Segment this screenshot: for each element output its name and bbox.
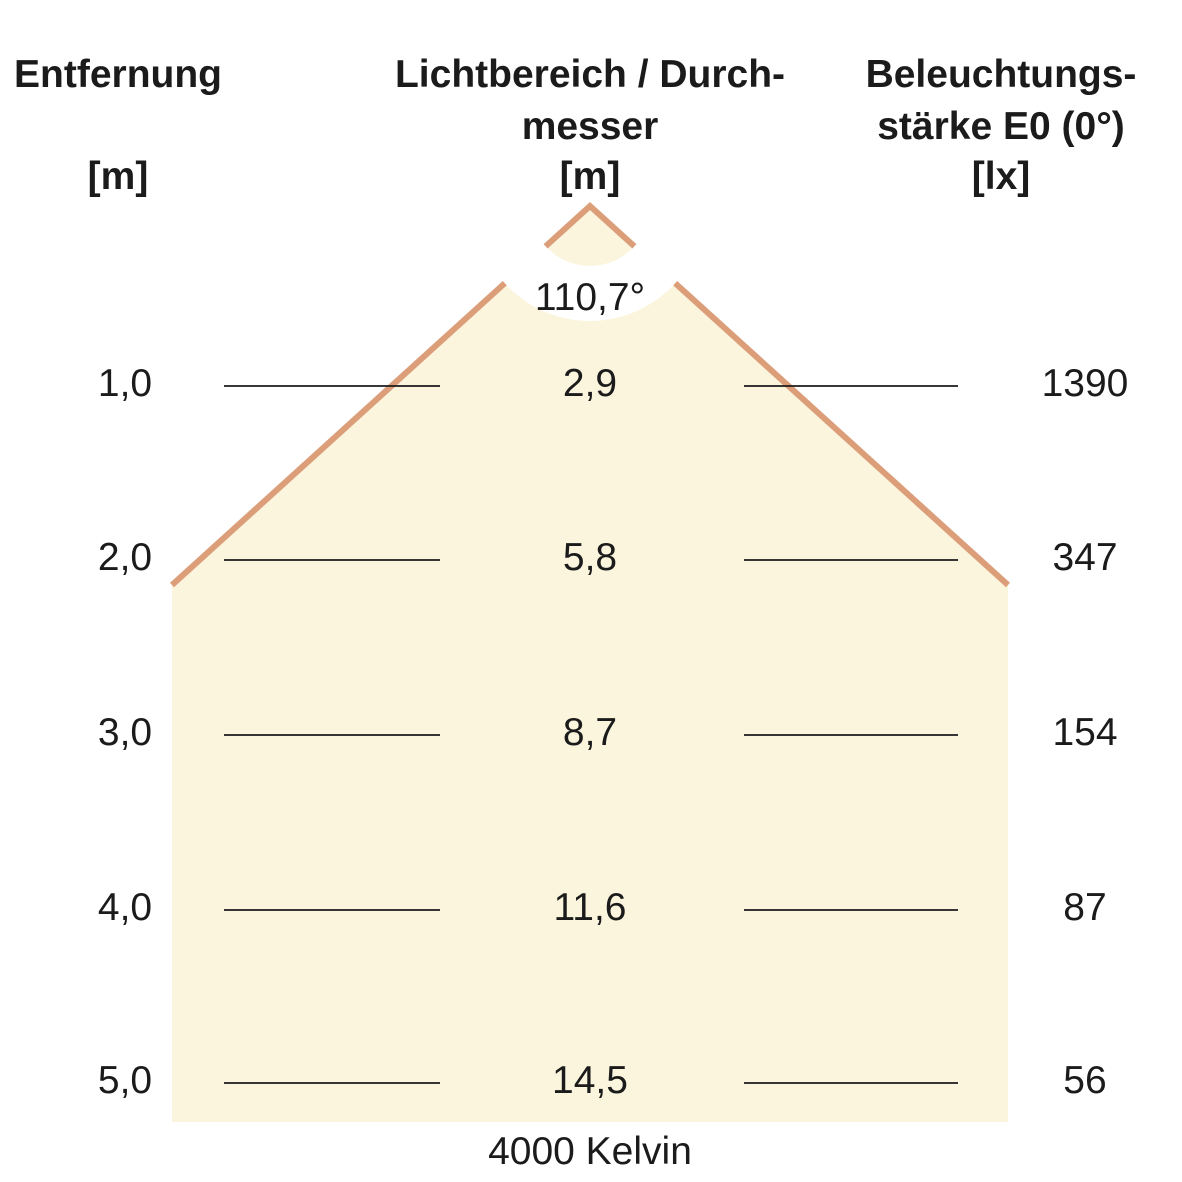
cone-apex-edge [543, 201, 637, 249]
diameter-value: 5,8 [562, 536, 618, 579]
distance-value: 3,0 [97, 711, 153, 754]
header-distance-unit: [m] [87, 155, 149, 198]
header-diameter-title-1: Lichtbereich / Durch- [394, 53, 786, 96]
distance-value: 4,0 [97, 886, 153, 929]
cone-apex-sector [545, 206, 635, 266]
illuminance-value: 154 [1052, 711, 1118, 754]
distance-value: 2,0 [97, 536, 153, 579]
diameter-value: 2,9 [562, 362, 618, 405]
distance-value: 1,0 [97, 362, 153, 405]
diameter-value: 14,5 [552, 1059, 628, 1102]
illuminance-value: 347 [1052, 536, 1118, 579]
diameter-value: 8,7 [562, 711, 618, 754]
illuminance-value: 1390 [1041, 362, 1129, 405]
cone-body-shape [172, 283, 1008, 1122]
header-diameter-unit: [m] [559, 155, 621, 198]
illuminance-value: 87 [1063, 886, 1107, 929]
distance-value: 5,0 [97, 1059, 153, 1102]
illuminance-value: 56 [1063, 1059, 1107, 1102]
diameter-value: 11,6 [553, 886, 627, 929]
color-temperature-label: 4000 Kelvin [488, 1130, 692, 1173]
header-illuminance-unit: [lx] [971, 155, 1031, 198]
cone-left-edge [169, 280, 507, 588]
header-distance-title: Entfernung [14, 53, 222, 96]
header-illuminance-title-1: Beleuchtungs- [865, 53, 1137, 96]
cone-right-edge [673, 280, 1011, 588]
header-illuminance-title-2: stärke E0 (0°) [877, 105, 1125, 148]
beam-angle-label: 110,7° [534, 276, 646, 319]
header-diameter-title-2: messer [521, 105, 659, 148]
